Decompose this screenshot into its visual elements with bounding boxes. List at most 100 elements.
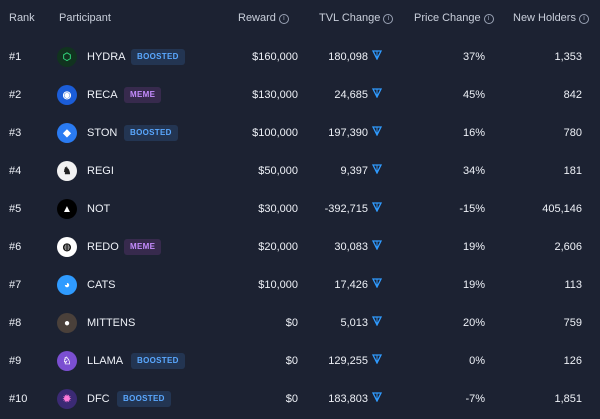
tvl-change-cell: 17,426	[334, 279, 368, 291]
price-change-cell: 37%	[462, 51, 485, 63]
reward-cell: $0	[285, 355, 298, 367]
new-holders-cell: 780	[563, 127, 582, 139]
table-header: Rank Participant Reward i TVL Change i Pri…	[0, 0, 600, 38]
reward-header[interactable]: Reward i	[238, 12, 289, 24]
reward-cell: $160,000	[252, 51, 298, 63]
reward-cell: $0	[285, 393, 298, 405]
table-row[interactable]: #8 ● MITTENS $0 5,013 20% 759	[0, 305, 600, 343]
tvl-change-cell: 183,803	[328, 393, 368, 405]
new-holders-cell: 759	[563, 317, 582, 329]
boosted-badge: BOOSTED	[124, 125, 178, 141]
table-row[interactable]: #10 ✹ DFC BOOSTED $0 183,803 -7% 1,851	[0, 381, 600, 419]
rank-cell: #5	[9, 203, 22, 215]
token-logo-icon: ●	[57, 313, 77, 333]
meme-badge: MEME	[124, 87, 162, 103]
ton-diamond-icon	[372, 240, 382, 250]
new-holders-cell: 405,146	[542, 203, 582, 215]
price-change-cell: -15%	[459, 203, 485, 215]
token-logo-icon: ♞	[57, 161, 77, 181]
tvl-change-cell: 5,013	[340, 317, 368, 329]
rank-cell: #9	[9, 355, 22, 367]
tvl-change-cell: 197,390	[328, 127, 368, 139]
ton-diamond-icon	[372, 354, 382, 364]
token-logo-icon: ✹	[57, 389, 77, 409]
holders-header-label: New Holders	[513, 12, 576, 24]
table-row[interactable]: #5 ▲ NOT $30,000 -392,715 -15% 405,146	[0, 191, 600, 229]
new-holders-cell: 842	[563, 89, 582, 101]
participant-name[interactable]: LLAMA	[87, 355, 124, 367]
reward-cell: $10,000	[258, 279, 298, 291]
reward-cell: $100,000	[252, 127, 298, 139]
info-icon[interactable]: i	[483, 14, 494, 24]
reward-cell: $30,000	[258, 203, 298, 215]
ton-diamond-icon	[372, 202, 382, 212]
info-icon[interactable]: i	[578, 14, 589, 24]
table-row[interactable]: #2 ◉ RECA MEME $130,000 24,685 45% 842	[0, 77, 600, 115]
table-row[interactable]: #4 ♞ REGI $50,000 9,397 34% 181	[0, 153, 600, 191]
holders-header[interactable]: New Holders i	[513, 12, 589, 24]
boosted-badge: BOOSTED	[131, 353, 185, 369]
rank-cell: #7	[9, 279, 22, 291]
tvl-header[interactable]: TVL Change i	[319, 12, 394, 24]
ton-diamond-icon	[372, 392, 382, 402]
price-header[interactable]: Price Change i	[414, 12, 494, 24]
participant-name[interactable]: MITTENS	[87, 317, 136, 329]
price-change-cell: 19%	[462, 241, 485, 253]
new-holders-cell: 181	[563, 165, 582, 177]
price-change-cell: -7%	[465, 393, 485, 405]
participant-name[interactable]: RECA	[87, 89, 118, 101]
tvl-change-cell: 24,685	[334, 89, 368, 101]
token-logo-icon: ◕	[57, 275, 77, 295]
rank-cell: #4	[9, 165, 22, 177]
participant-name[interactable]: DFC	[87, 393, 110, 405]
rank-cell: #1	[9, 51, 22, 63]
table-row[interactable]: #9 ♘ LLAMA BOOSTED $0 129,255 0% 126	[0, 343, 600, 381]
info-icon[interactable]: i	[278, 14, 289, 24]
token-logo-icon: ▲	[57, 199, 77, 219]
boosted-badge: BOOSTED	[131, 49, 185, 65]
reward-cell: $0	[285, 317, 298, 329]
reward-header-label: Reward	[238, 12, 276, 24]
price-change-cell: 19%	[462, 279, 485, 291]
token-logo-icon: ♘	[57, 351, 77, 371]
new-holders-cell: 113	[564, 279, 582, 291]
token-logo-icon: ◉	[57, 85, 77, 105]
ton-diamond-icon	[372, 50, 382, 60]
price-change-cell: 20%	[462, 317, 485, 329]
new-holders-cell: 1,851	[554, 393, 582, 405]
ton-diamond-icon	[372, 126, 382, 136]
new-holders-cell: 1,353	[554, 51, 582, 63]
new-holders-cell: 2,606	[554, 241, 582, 253]
participant-name[interactable]: REGI	[87, 165, 114, 177]
participant-name[interactable]: HYDRA	[87, 51, 126, 63]
ton-diamond-icon	[372, 278, 382, 288]
rank-header: Rank	[9, 12, 35, 24]
meme-badge: MEME	[124, 239, 162, 255]
participant-name[interactable]: CATS	[87, 279, 116, 291]
tvl-change-cell: 9,397	[340, 165, 368, 177]
reward-cell: $20,000	[258, 241, 298, 253]
price-change-cell: 45%	[462, 89, 485, 101]
tvl-header-label: TVL Change	[319, 12, 381, 24]
ton-diamond-icon	[372, 88, 382, 98]
table-row[interactable]: #3 ◆ STON BOOSTED $100,000 197,390 16% 7…	[0, 115, 600, 153]
rank-cell: #6	[9, 241, 22, 253]
price-change-cell: 34%	[462, 165, 485, 177]
ton-diamond-icon	[372, 316, 382, 326]
reward-cell: $50,000	[258, 165, 298, 177]
price-header-label: Price Change	[414, 12, 481, 24]
token-logo-icon: ⬡	[57, 47, 77, 67]
table-row[interactable]: #1 ⬡ HYDRA BOOSTED $160,000 180,098 37% …	[0, 39, 600, 77]
participant-name[interactable]: REDO	[87, 241, 119, 253]
tvl-change-cell: -392,715	[324, 203, 368, 215]
participant-name[interactable]: NOT	[87, 203, 111, 215]
table-row[interactable]: #6 ◍ REDO MEME $20,000 30,083 19% 2,606	[0, 229, 600, 267]
reward-cell: $130,000	[252, 89, 298, 101]
info-icon[interactable]: i	[383, 14, 394, 24]
price-change-cell: 0%	[469, 355, 485, 367]
table-row[interactable]: #7 ◕ CATS $10,000 17,426 19% 113	[0, 267, 600, 305]
participant-name[interactable]: STON	[87, 127, 118, 139]
tvl-change-cell: 129,255	[328, 355, 368, 367]
rank-cell: #10	[9, 393, 28, 405]
